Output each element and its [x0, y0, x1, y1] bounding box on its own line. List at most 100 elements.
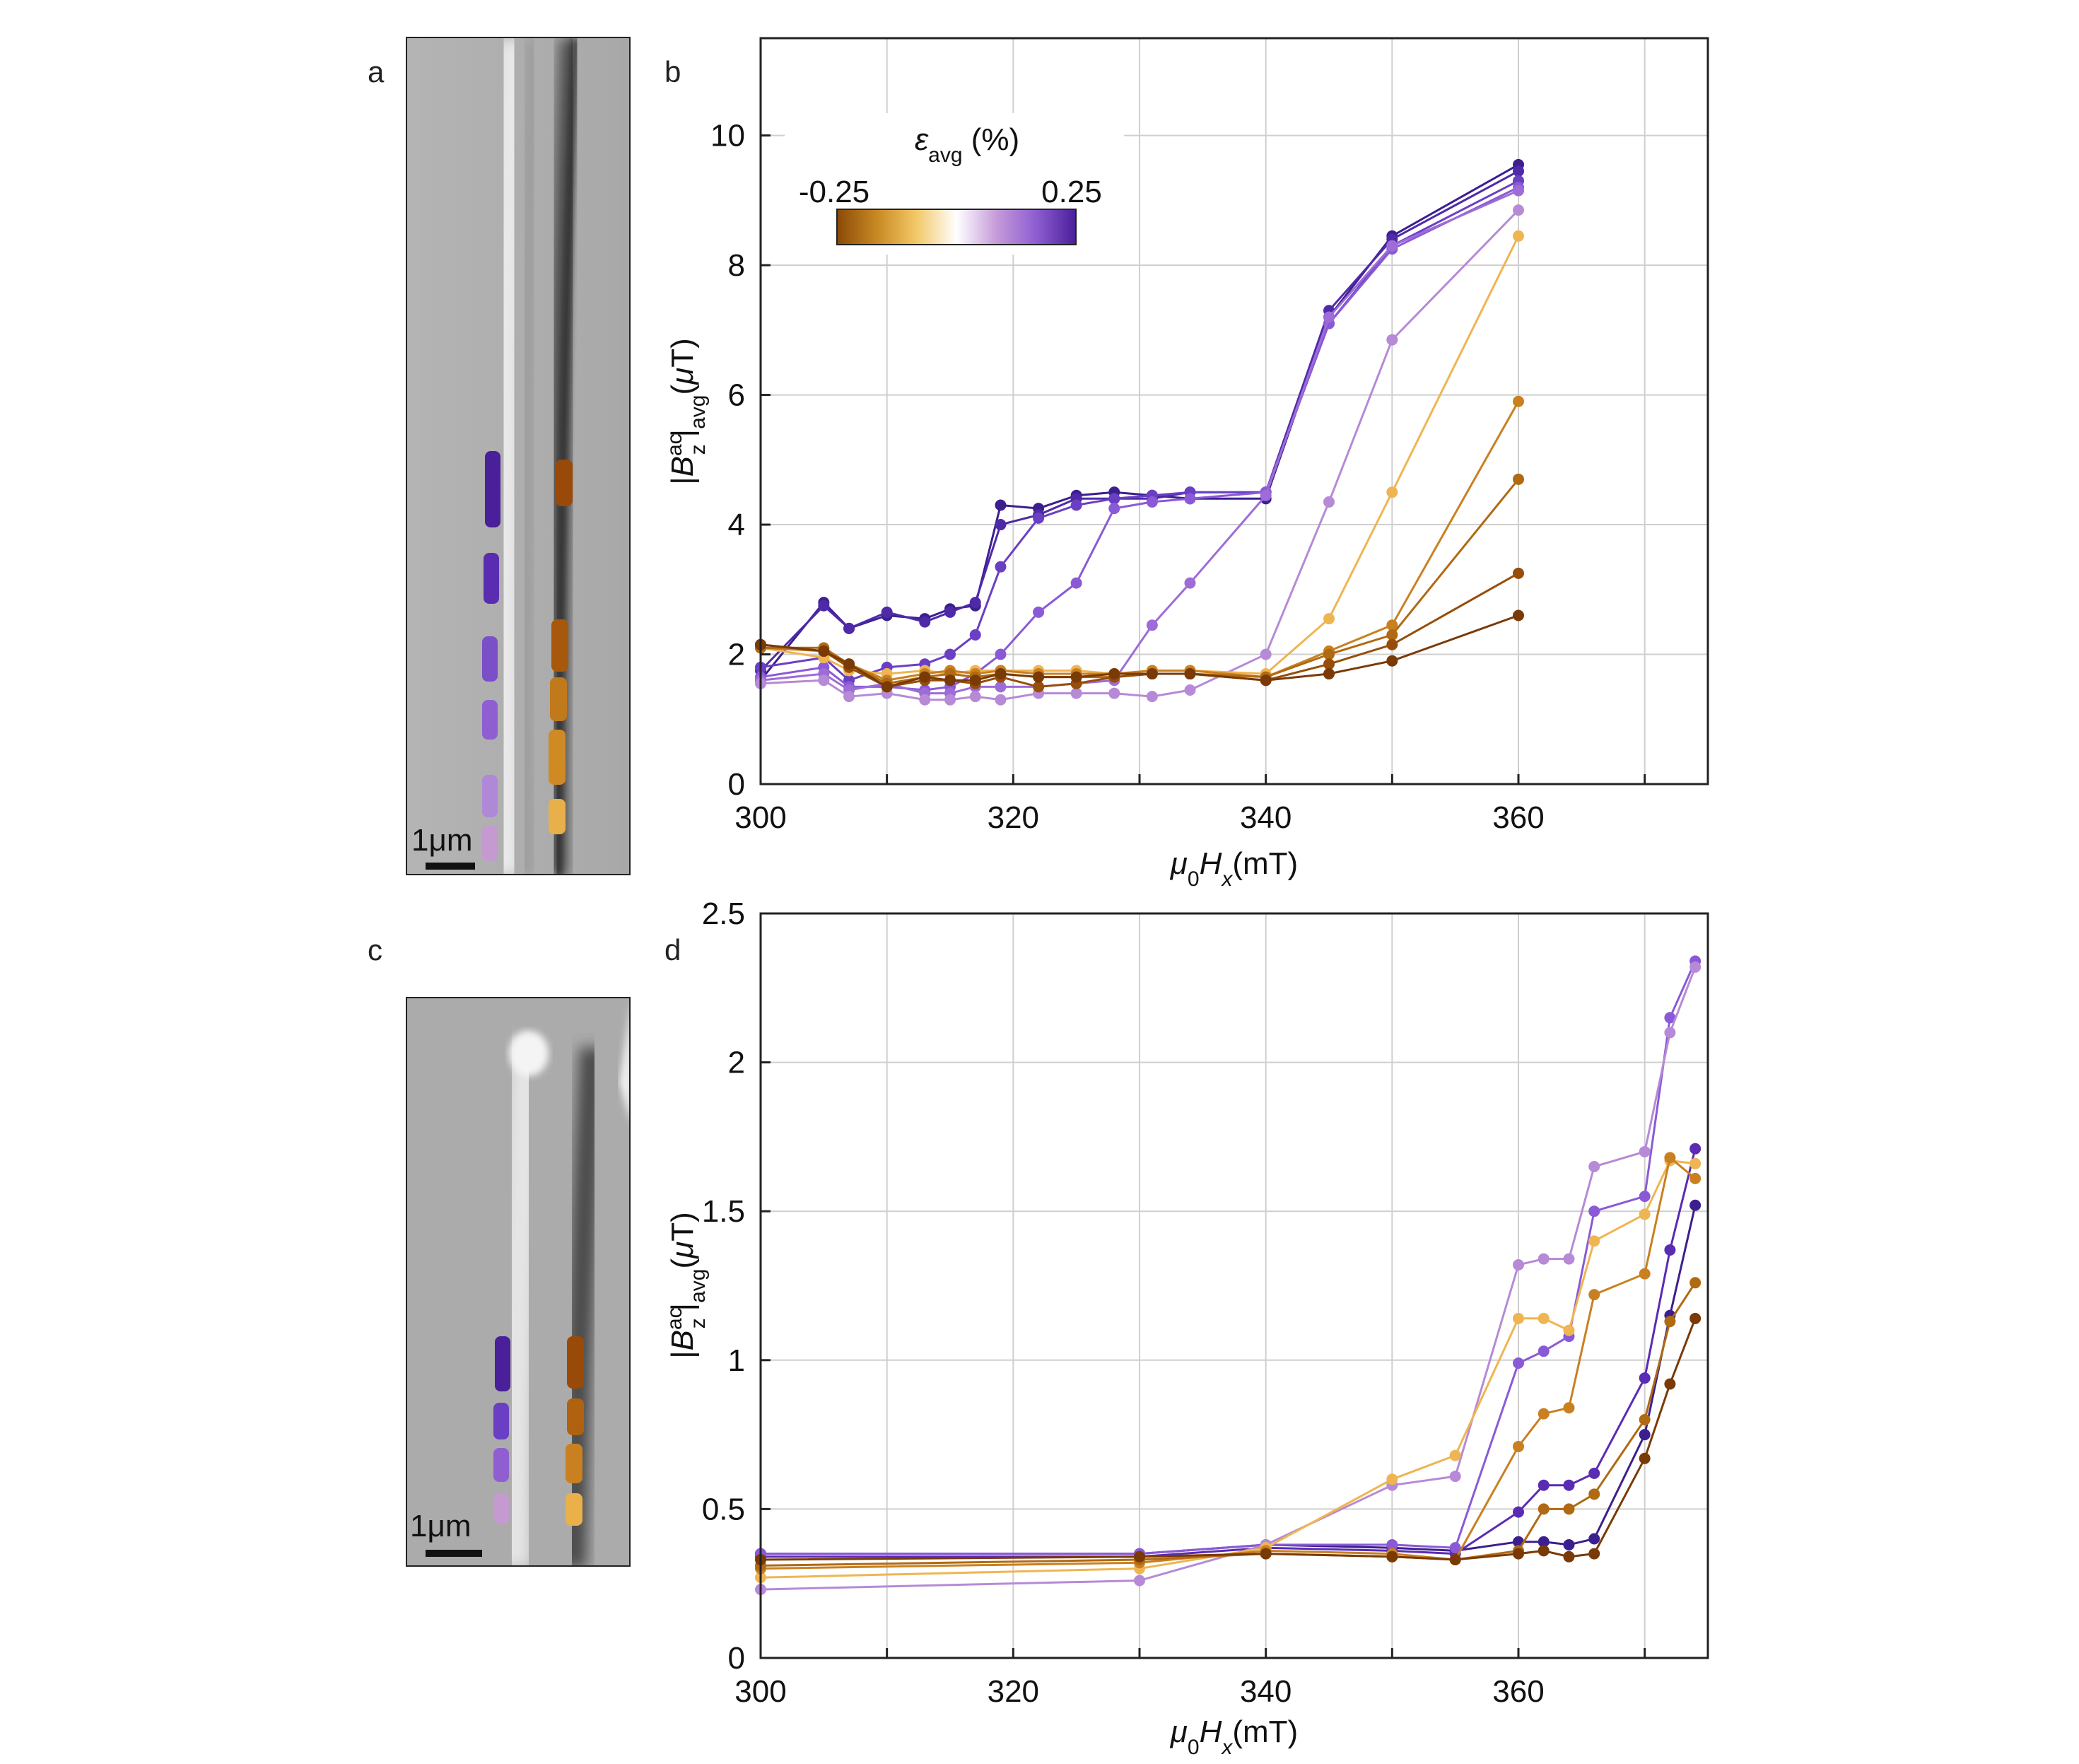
- data-point: [1513, 1312, 1524, 1324]
- data-point: [1588, 1205, 1600, 1217]
- chart-b-ytick-label: 8: [728, 248, 745, 283]
- panel-label-c: c: [368, 933, 382, 966]
- data-point: [1033, 512, 1045, 524]
- chart-b-xtick-label: 340: [1240, 800, 1292, 835]
- data-point: [1538, 1503, 1550, 1515]
- data-point: [881, 681, 893, 693]
- data-point: [843, 658, 855, 670]
- data-point: [1449, 1542, 1461, 1554]
- series-d8: [755, 1312, 1702, 1566]
- data-point: [1070, 687, 1082, 699]
- microscopy-image-a: 1μm: [406, 37, 631, 875]
- data-point: [1260, 648, 1272, 660]
- data-point: [1260, 489, 1272, 501]
- data-point: [1184, 668, 1196, 680]
- data-point: [995, 561, 1007, 573]
- colorbar-max-label: 0.25: [1041, 175, 1102, 209]
- data-point: [1386, 486, 1398, 498]
- data-point: [1639, 1372, 1651, 1384]
- data-point: [1184, 577, 1196, 589]
- data-point: [1563, 1402, 1575, 1414]
- data-point: [1513, 609, 1524, 621]
- data-point: [1689, 1157, 1702, 1169]
- chart-d: 0 0.5 1 1.5 2 2.5 300 320 340 360 μ0Hx(mT) |Bacz|…: [663, 896, 1709, 1759]
- data-point: [1689, 1312, 1702, 1324]
- data-point: [1563, 1253, 1575, 1265]
- data-point: [1513, 1440, 1524, 1452]
- chart-d-ytick-label: 2: [728, 1046, 745, 1080]
- strain-markers-left-c: [493, 1336, 510, 1524]
- chart-b-ytick-label: 10: [710, 119, 745, 153]
- chart-b-ticks: 0 2 4 6 8 10 300 320 340 360: [710, 119, 1646, 835]
- data-point: [1386, 1550, 1398, 1563]
- series-line-d2: [761, 1148, 1697, 1558]
- data-point: [944, 648, 956, 660]
- data-point: [1323, 613, 1335, 625]
- data-point: [1563, 1479, 1575, 1491]
- strain-markers-left: [482, 451, 500, 861]
- data-point: [1386, 619, 1398, 631]
- data-point: [1563, 1324, 1575, 1336]
- data-point: [1386, 638, 1398, 650]
- data-point: [1664, 1152, 1676, 1164]
- data-point: [818, 645, 830, 657]
- data-point: [1639, 1145, 1651, 1157]
- series-line-d3: [761, 960, 1697, 1555]
- data-point: [1323, 496, 1335, 508]
- data-point: [969, 629, 981, 641]
- scalebar-label-c: 1μm: [410, 1509, 472, 1543]
- series-d2: [755, 1143, 1702, 1563]
- data-point: [1689, 1199, 1702, 1211]
- data-point: [1588, 1235, 1600, 1247]
- data-point: [919, 616, 931, 628]
- data-point: [1449, 1554, 1461, 1566]
- data-point: [1134, 1550, 1145, 1563]
- data-point: [1563, 1550, 1575, 1563]
- data-point: [1639, 1268, 1651, 1280]
- data-point: [1513, 567, 1524, 579]
- chart-b-xtick-label: 320: [988, 800, 1039, 835]
- chart-b: 0 2 4 6 8 10 300 320 340 360 μ0Hx(mT) |Bacz|avg(μ…: [663, 37, 1709, 891]
- chart-b-ytick-label: 0: [728, 767, 745, 802]
- data-point: [1538, 1408, 1550, 1420]
- chart-b-ytick-label: 4: [728, 508, 745, 542]
- chart-b-xtick-label: 360: [1492, 800, 1544, 835]
- data-point: [1386, 629, 1398, 641]
- data-point: [818, 600, 830, 612]
- data-point: [1538, 1545, 1550, 1557]
- data-point: [1070, 499, 1082, 511]
- chart-b-xtick-label: 300: [734, 800, 786, 835]
- data-point: [1513, 395, 1524, 407]
- scalebar-a: [426, 863, 475, 870]
- microscopy-image-a-graphic: [407, 38, 629, 874]
- data-point: [1513, 473, 1524, 485]
- data-point: [1323, 311, 1335, 323]
- data-point: [1689, 1277, 1702, 1289]
- data-point: [1108, 503, 1120, 515]
- series-d1: [755, 1199, 1702, 1560]
- data-point: [1146, 619, 1158, 631]
- data-point: [1033, 671, 1045, 683]
- data-point: [1513, 165, 1524, 177]
- data-point: [944, 606, 956, 618]
- data-point: [919, 671, 931, 683]
- data-point: [1588, 1467, 1600, 1479]
- series-line-d8: [760, 1318, 1697, 1561]
- strain-markers-right-c: [566, 1336, 584, 1526]
- data-point: [1386, 1473, 1398, 1485]
- data-point: [1108, 668, 1120, 680]
- data-point: [1323, 658, 1335, 670]
- series-line-d7: [760, 1282, 1697, 1567]
- chart-d-xlabel: μ0Hx(mT): [1170, 1715, 1298, 1759]
- chart-b-xlabel: μ0Hx(mT): [1170, 846, 1298, 891]
- data-point: [1070, 577, 1082, 589]
- data-point: [995, 668, 1007, 680]
- panel-label-d: d: [664, 933, 681, 966]
- data-point: [1033, 681, 1045, 693]
- data-point: [1260, 1548, 1272, 1560]
- microscopy-image-c: 1μm: [406, 997, 631, 1567]
- series-line-d1: [761, 1205, 1697, 1555]
- data-point: [1513, 204, 1524, 216]
- data-point: [1386, 240, 1398, 252]
- data-point: [1639, 1191, 1651, 1203]
